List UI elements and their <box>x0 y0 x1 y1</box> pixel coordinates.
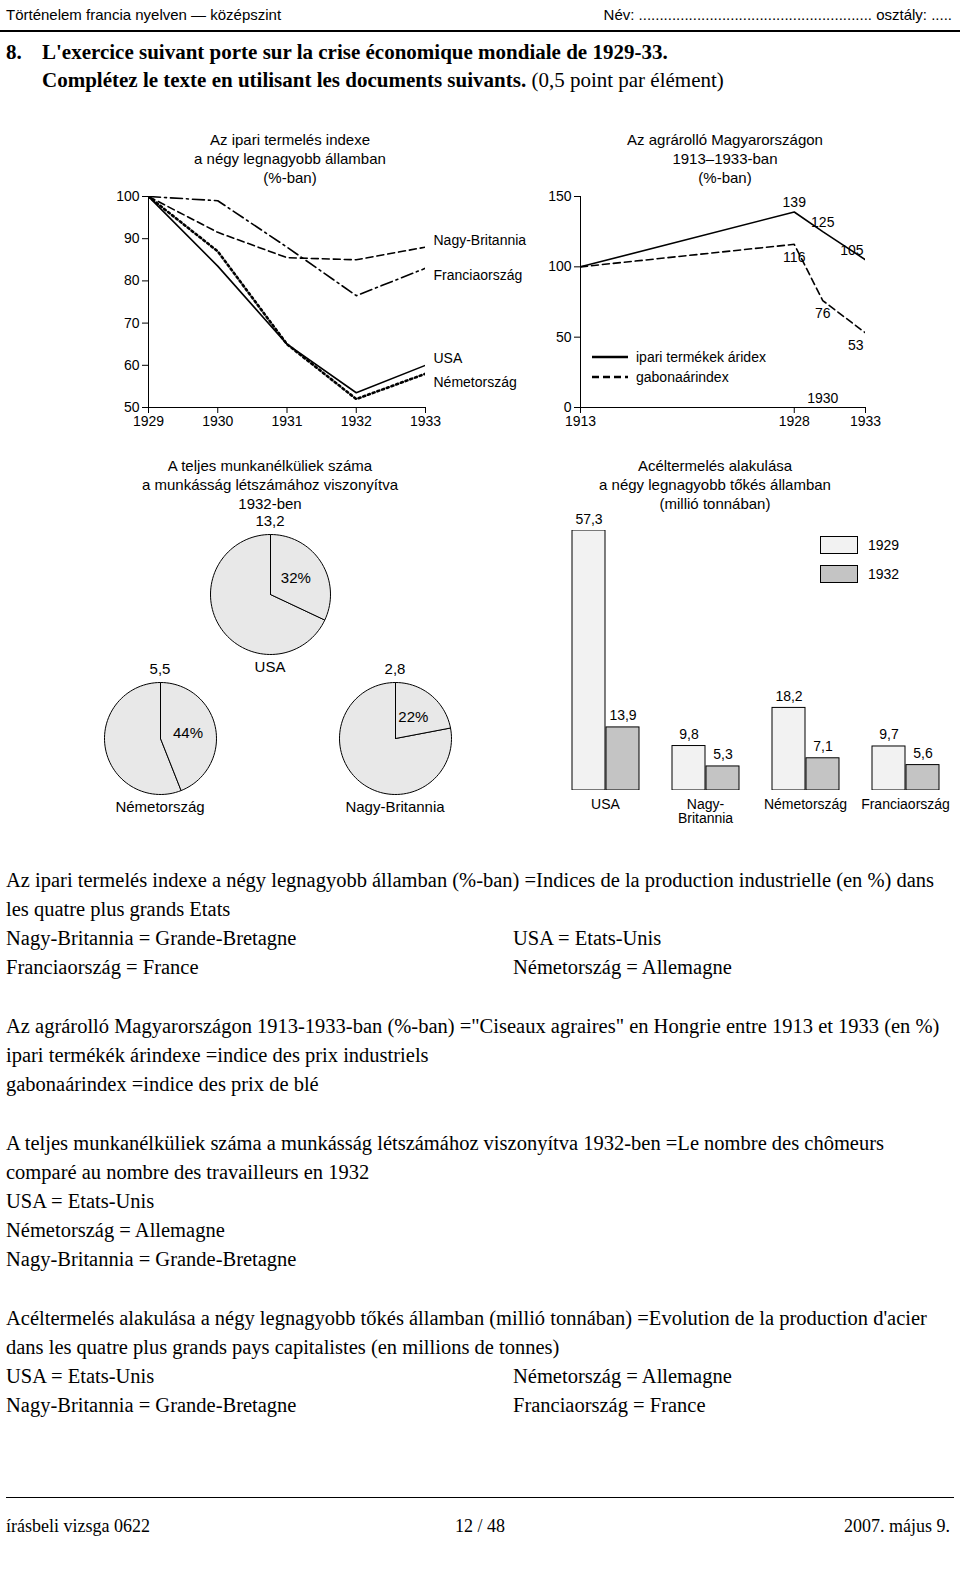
svg-text:53: 53 <box>848 337 864 353</box>
html-text:12 / 48: 12 / 48 <box>455 1516 505 1536</box>
svg-text:5,6: 5,6 <box>913 745 933 761</box>
svg-text:100: 100 <box>548 258 572 274</box>
svg-text:76: 76 <box>815 305 831 321</box>
html-text:Franciaország = France: Franciaország = France <box>6 956 199 978</box>
html-text:8.: 8. <box>6 40 22 64</box>
html-text:gabonaárindex =indice des prix: gabonaárindex =indice des prix de blé <box>6 1073 319 1095</box>
html-text:Név: .........................: Név: ...................................… <box>603 6 952 23</box>
svg-text:90: 90 <box>124 230 140 246</box>
html-text:Az ipari termelés indexe a nég: Az ipari termelés indexe a négy legnagyo… <box>194 131 386 186</box>
html-text:2,8: 2,8 <box>384 660 406 677</box>
html-text:A teljes munkanélküliek száma: A teljes munkanélküliek száma a munkássá… <box>142 457 398 512</box>
svg-text:1933: 1933 <box>410 413 441 429</box>
svg-text:1913: 1913 <box>565 413 596 429</box>
html-text:ipari termékék árindexe =indic: ipari termékék árindexe =indice des prix… <box>6 1044 429 1066</box>
svg-text:57,3: 57,3 <box>575 511 602 527</box>
html-text:Az agrárolló Magyarországon 19: Az agrárolló Magyarországon 1913-1933-ba… <box>6 1015 940 1037</box>
html-text:Németország = Allemagne: Németország = Allemagne <box>6 1219 225 1241</box>
svg-text:1929: 1929 <box>133 413 164 429</box>
html-text:Nagy-Britannia = Grande-Bretag: Nagy-Britannia = Grande-Bretagne <box>6 1248 297 1270</box>
html-text:USA = Etats-Unis: USA = Etats-Unis <box>6 1190 155 1212</box>
html-text:Acéltermelés alakulása a négy: Acéltermelés alakulása a négy legnagyobb… <box>599 457 831 512</box>
html-text:gabonaárindex: gabonaárindex <box>636 369 729 385</box>
svg-text:22%: 22% <box>398 708 428 725</box>
svg-text:1932: 1932 <box>341 413 372 429</box>
html-text:Az agrárolló Magyarországon 19: Az agrárolló Magyarországon 1913–1933-ba… <box>627 131 823 186</box>
svg-text:1933: 1933 <box>850 413 881 429</box>
html-text:Németország = Allemagne: Németország = Allemagne <box>513 1365 732 1387</box>
svg-text:Franciaország: Franciaország <box>434 267 523 283</box>
svg-text:60: 60 <box>124 357 140 373</box>
svg-text:5,3: 5,3 <box>713 746 733 762</box>
svg-text:80: 80 <box>124 272 140 288</box>
html-text:1929: 1929 <box>868 537 900 553</box>
svg-text:105: 105 <box>840 242 864 258</box>
svg-text:50: 50 <box>123 399 140 415</box>
html-text:Nagy-Britannia = Grande-Bretag: Nagy-Britannia = Grande-Bretagne <box>6 927 297 949</box>
html-text:Történelem francia nyelven — k: Történelem francia nyelven — középszint <box>6 6 282 23</box>
html-text:Németország = Allemagne: Németország = Allemagne <box>513 956 732 978</box>
html-text:USA = Etats-Unis: USA = Etats-Unis <box>6 1365 155 1387</box>
svg-text:70: 70 <box>124 315 140 331</box>
html-text:Nagy-Britannia: Nagy-Britannia <box>345 798 445 815</box>
html-text:Németország: Németország <box>115 798 205 815</box>
svg-text:1930: 1930 <box>807 390 838 406</box>
html-text:USA: USA <box>254 658 286 675</box>
svg-text:0: 0 <box>563 399 572 415</box>
svg-text:Németország: Németország <box>764 796 847 812</box>
svg-text:18,2: 18,2 <box>775 688 802 704</box>
html-text:USA = Etats-Unis: USA = Etats-Unis <box>513 927 662 949</box>
svg-text:1928: 1928 <box>779 413 810 429</box>
svg-text:9,8: 9,8 <box>679 726 699 742</box>
svg-text:Németország: Németország <box>434 374 517 390</box>
svg-text:125: 125 <box>811 214 835 230</box>
html-text:1932: 1932 <box>868 566 900 582</box>
html-text:Az ipari termelés indexe a nég: Az ipari termelés indexe a négy legnagyo… <box>6 869 934 920</box>
svg-text:USA: USA <box>591 796 620 812</box>
svg-text:1930: 1930 <box>202 413 233 429</box>
html-text:írásbeli vizsga 0622: írásbeli vizsga 0622 <box>6 1516 150 1536</box>
svg-text:32%: 32% <box>281 569 311 586</box>
svg-text:50: 50 <box>556 329 572 345</box>
svg-text:USA: USA <box>434 350 463 366</box>
html-text:Complétez le texte en utilisan: Complétez le texte en utilisant les docu… <box>42 68 724 92</box>
svg-text:1931: 1931 <box>271 413 302 429</box>
svg-text:44%: 44% <box>173 724 203 741</box>
svg-text:116: 116 <box>783 249 806 265</box>
html-text:Acéltermelés alakulása a négy: Acéltermelés alakulása a négy legnagyobb… <box>6 1307 927 1358</box>
html-text:L'exercice suivant porte sur l: L'exercice suivant porte sur la crise éc… <box>42 40 668 64</box>
html-text:Nagy-Britannia = Grande-Bretag: Nagy-Britannia = Grande-Bretagne <box>6 1394 297 1416</box>
svg-text:100: 100 <box>116 190 140 204</box>
svg-text:7,1: 7,1 <box>813 738 833 754</box>
svg-text:Nagy-Britannia: Nagy-Britannia <box>678 796 733 826</box>
html-text:13,2: 13,2 <box>255 512 285 529</box>
html-text:ipari termékek áridex: ipari termékek áridex <box>636 349 766 365</box>
html-text:5,5: 5,5 <box>149 660 171 677</box>
svg-text:Nagy-Britannia: Nagy-Britannia <box>434 232 527 248</box>
svg-text:139: 139 <box>783 194 807 210</box>
html-text:Franciaország = France: Franciaország = France <box>513 1394 706 1416</box>
html-text:A teljes munkanélküliek száma: A teljes munkanélküliek száma a munkássá… <box>6 1132 884 1183</box>
svg-text:9,7: 9,7 <box>879 726 899 742</box>
svg-text:13,9: 13,9 <box>609 707 636 723</box>
svg-text:150: 150 <box>548 188 572 204</box>
svg-text:Franciaország: Franciaország <box>861 796 950 812</box>
html-text:2007. május 9.: 2007. május 9. <box>844 1516 950 1536</box>
